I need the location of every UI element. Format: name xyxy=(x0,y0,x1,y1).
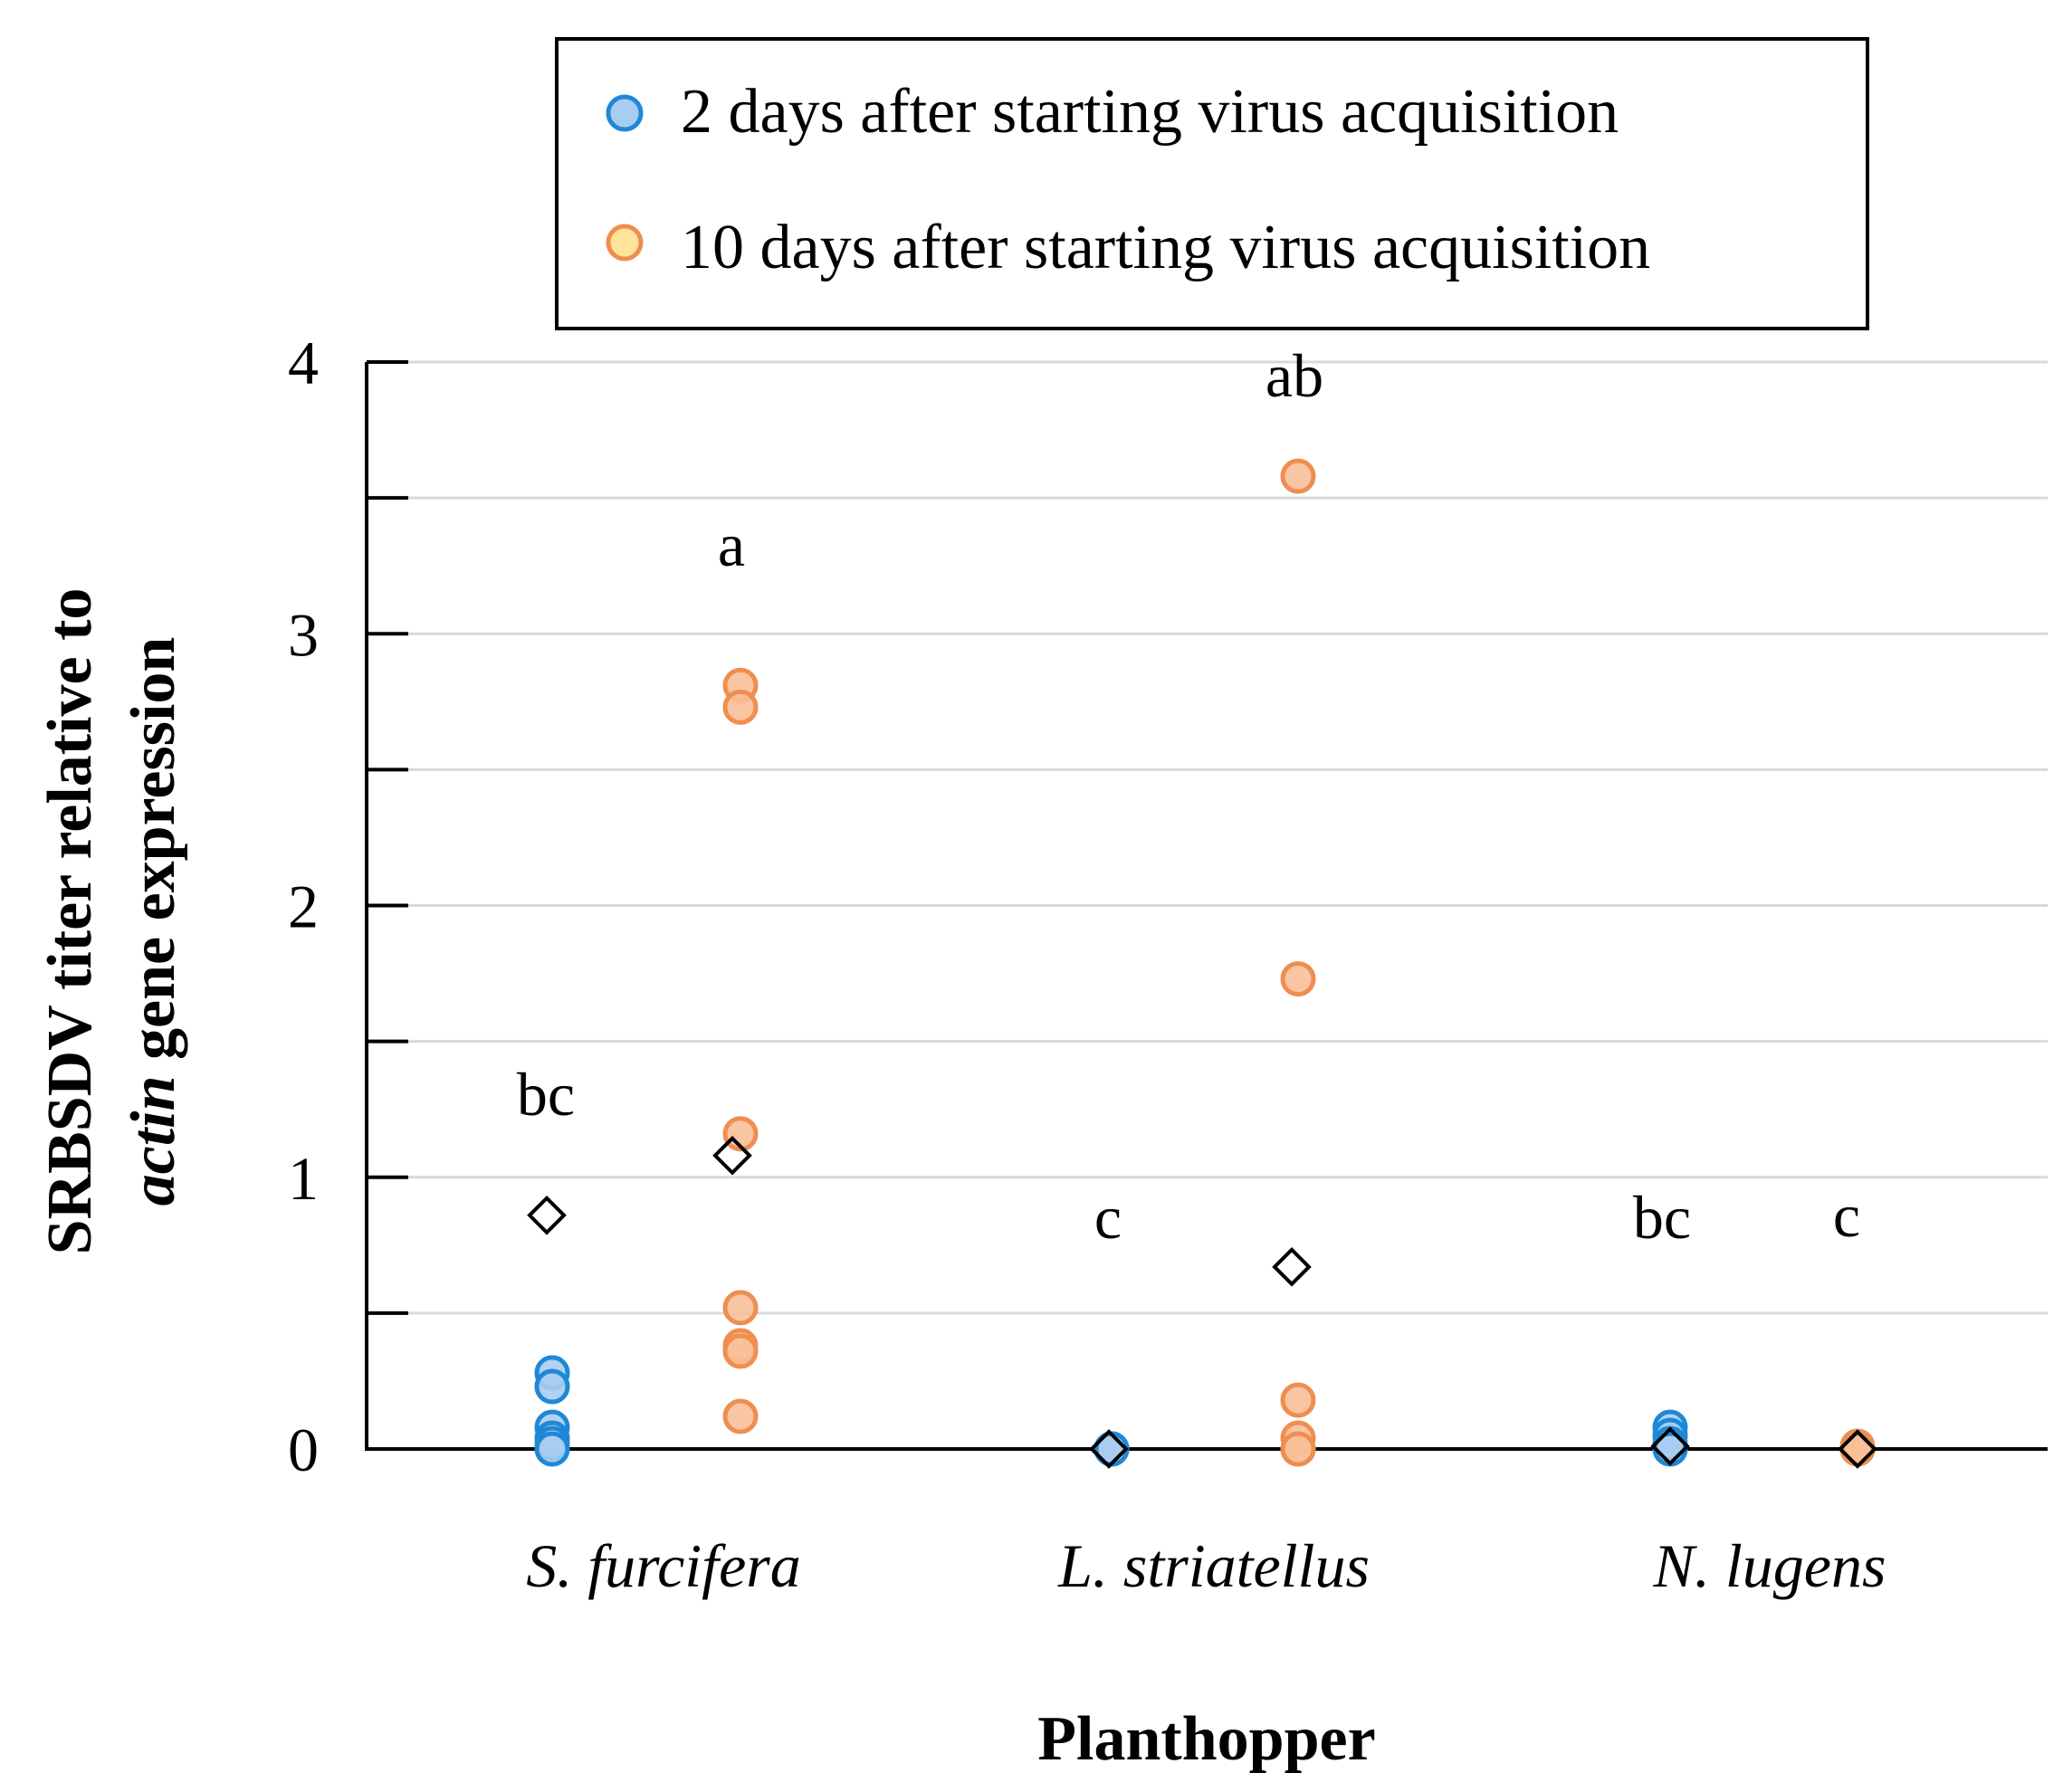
group-labels: bc a S. furcifera c ab L. striatellus bc c N. lu… xyxy=(517,341,1886,1600)
y-axis-title: SRBSDV titer relative to xyxy=(35,588,105,1255)
significance-letter: bc xyxy=(1633,1183,1691,1252)
data-point-day10 xyxy=(1280,961,1316,997)
mean-marker xyxy=(712,1135,752,1176)
group-label: N. lugens xyxy=(1653,1531,1886,1600)
significance-letter: c xyxy=(1094,1183,1122,1252)
data-marks xyxy=(527,458,1877,1469)
gridlines xyxy=(367,360,2048,1315)
y-axis-title-line2-text: actin gene expression xyxy=(119,637,188,1206)
mean-marker xyxy=(1089,1429,1129,1469)
data-point-day10 xyxy=(722,689,759,725)
y-tick-label: 2 xyxy=(288,872,319,941)
significance-letter: a xyxy=(718,510,745,579)
significance-letter: ab xyxy=(1265,341,1323,410)
legend: 2 days after starting virus acquisition … xyxy=(555,37,1869,330)
group-label: L. striatellus xyxy=(1057,1531,1370,1600)
significance-letter: bc xyxy=(517,1060,575,1129)
data-point-day10 xyxy=(722,1290,759,1326)
significance-letter: c xyxy=(1833,1181,1860,1250)
data-point-day10 xyxy=(1280,1382,1316,1418)
data-point-day10 xyxy=(1839,1431,1876,1467)
legend-box xyxy=(555,37,1869,330)
y-axis-title-line2: actin gene expression xyxy=(119,637,188,1206)
mean-marker xyxy=(1272,1247,1312,1287)
data-point-day10 xyxy=(722,1333,759,1369)
legend-marker-day10 xyxy=(606,224,644,262)
y-tick-label: 3 xyxy=(288,600,319,669)
data-point-day2 xyxy=(534,1431,570,1467)
group-label: S. furcifera xyxy=(526,1531,800,1600)
y-ticks: 0 1 2 3 4 xyxy=(288,329,408,1484)
y-tick-label: 4 xyxy=(288,329,319,397)
y-axis-title-line1: SRBSDV titer relative to xyxy=(35,588,105,1255)
y-axis-title-rest: gene expression xyxy=(119,637,188,1076)
y-tick-label: 1 xyxy=(288,1144,319,1213)
data-point-day10 xyxy=(722,1398,759,1435)
y-tick-label: 0 xyxy=(288,1415,319,1484)
y-axis-title-italic: actin xyxy=(119,1075,188,1206)
legend-marker-day2 xyxy=(606,94,644,132)
data-point-day10 xyxy=(1280,1431,1316,1467)
data-point-day10 xyxy=(722,1116,759,1152)
mean-marker xyxy=(1838,1429,1877,1469)
legend-label-day10: 10 days after starting virus acquisition xyxy=(681,213,1650,282)
mean-marker xyxy=(527,1195,567,1235)
x-axis-title: Planthopper xyxy=(1037,1704,1375,1774)
mean-marker xyxy=(1650,1426,1690,1466)
data-point-day2 xyxy=(534,1368,570,1405)
data-point-day10 xyxy=(1280,458,1316,494)
legend-label-day2: 2 days after starting virus acquisition xyxy=(681,77,1619,147)
